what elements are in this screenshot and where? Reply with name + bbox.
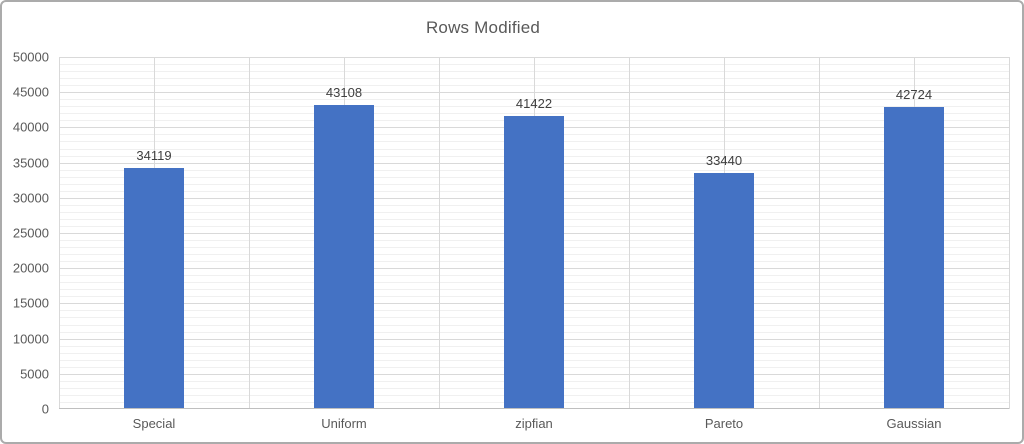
- bar-gaussian[interactable]: [884, 107, 944, 408]
- bar-uniform[interactable]: [314, 105, 374, 408]
- x-axis-line: [59, 408, 1009, 409]
- bar-value-label: 33440: [705, 153, 743, 168]
- bar-zipfian[interactable]: [504, 116, 564, 408]
- y-tick-label: 25000: [12, 225, 49, 241]
- y-tick-label: 20000: [12, 260, 49, 276]
- plot-area: 34119 43108 41422 33440 42724: [59, 57, 1010, 409]
- bar-value-label: 43108: [325, 85, 363, 100]
- x-tick-label-uniform: Uniform: [321, 416, 367, 431]
- gridline-v: [439, 57, 440, 409]
- chart-title: Rows Modified: [425, 18, 541, 37]
- x-tick-label-special: Special: [132, 416, 176, 431]
- bar-pareto[interactable]: [694, 173, 754, 408]
- x-tick-label-pareto: Pareto: [704, 416, 744, 431]
- gridline-v: [819, 57, 820, 409]
- bar-value-label: 41422: [515, 96, 553, 111]
- y-tick-label: 35000: [12, 155, 49, 171]
- y-tick-label: 50000: [12, 49, 49, 65]
- y-tick-label: 15000: [12, 295, 49, 311]
- gridline-v: [1009, 57, 1010, 409]
- bar-value-label: 42724: [895, 87, 933, 102]
- gridline-v: [249, 57, 250, 409]
- y-tick-label: 5000: [20, 366, 49, 382]
- y-tick-label: 45000: [12, 84, 49, 100]
- x-tick-label-gaussian: Gaussian: [886, 416, 942, 431]
- bar-value-label: 34119: [136, 148, 172, 163]
- bar-special[interactable]: [124, 168, 184, 408]
- y-tick-label: 0: [41, 401, 49, 417]
- x-tick-label-zipfian: zipfian: [515, 416, 553, 431]
- y-tick-label: 40000: [12, 119, 49, 135]
- gridline-v: [59, 57, 60, 409]
- y-tick-label: 30000: [12, 190, 49, 206]
- gridline-v: [629, 57, 630, 409]
- y-tick-label: 10000: [12, 331, 49, 347]
